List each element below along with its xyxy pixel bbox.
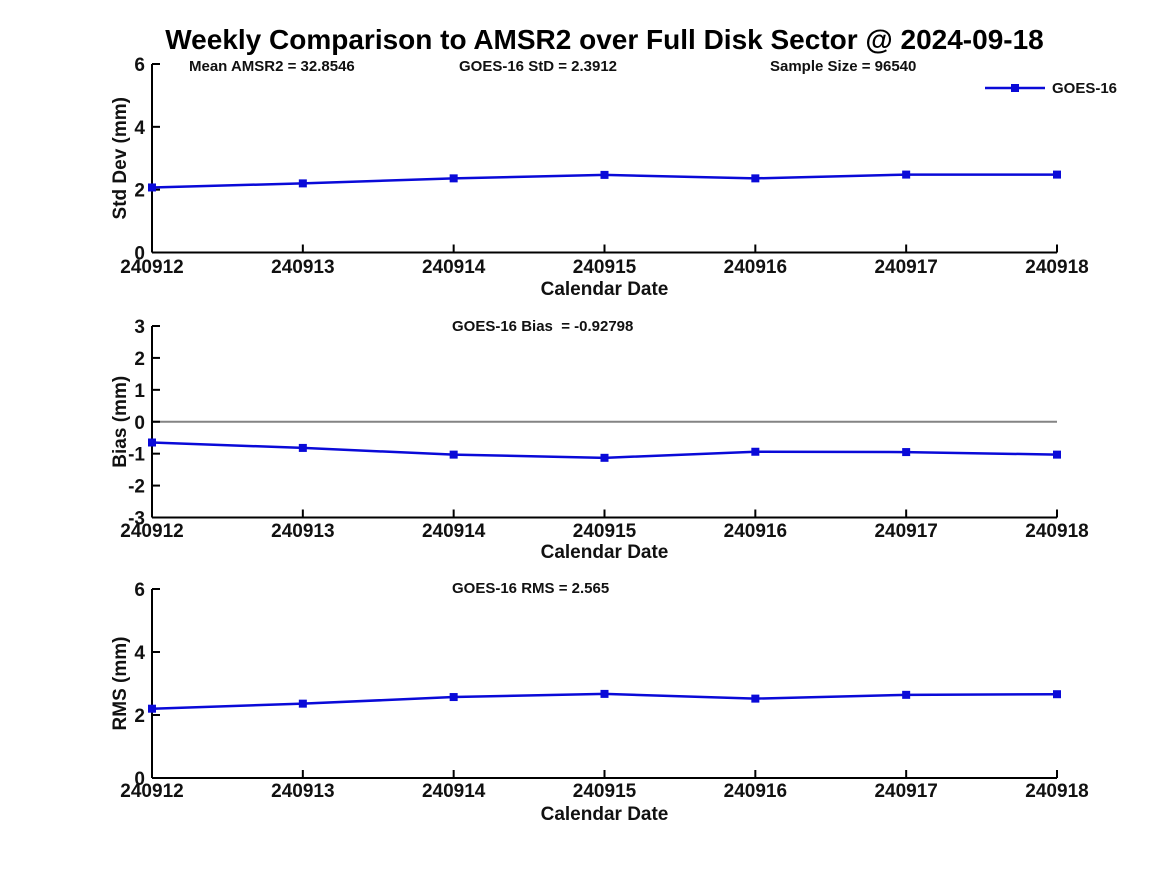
series-marker (902, 448, 911, 457)
annotation-text: GOES-16 StD = 2.3912 (459, 58, 617, 75)
x-axis-label: Calendar Date (541, 542, 669, 563)
subplot-bias: -3 -2 -1 0 1 2 3 240912 240913 240914 240915 240916… (110, 317, 1089, 563)
series-marker (751, 694, 760, 703)
annotation-text: Sample Size = 96540 (770, 58, 916, 75)
annotation-text: GOES-16 Bias = -0.92798 (452, 318, 633, 335)
series-marker (449, 450, 458, 459)
y-tick-label: 2 (134, 349, 145, 370)
x-tick-label: 240913 (271, 257, 334, 278)
x-tick-label: 240917 (874, 521, 937, 542)
subplot-stddev: 0 2 4 6 240912 240913 240914 240915 240916 240917… (110, 55, 1117, 300)
x-axis-label: Calendar Date (541, 804, 669, 825)
series-marker (148, 704, 156, 713)
series-marker (600, 453, 609, 462)
series-marker (902, 690, 911, 699)
series-marker (298, 699, 307, 708)
x-tick-label: 240916 (724, 521, 787, 542)
x-tick-label: 240912 (120, 521, 183, 542)
x-tick-label: 240915 (573, 257, 637, 278)
x-tick-label: 240914 (422, 521, 486, 542)
y-tick-label: 4 (134, 118, 145, 139)
x-tick-label: 240918 (1025, 257, 1088, 278)
y-axis-label: Std Dev (mm) (110, 97, 131, 219)
annotation-text: Mean AMSR2 = 32.8546 (189, 58, 355, 75)
series-marker (1053, 170, 1061, 179)
series-marker (902, 170, 911, 179)
y-tick-label: 3 (134, 317, 145, 338)
y-tick-label: 6 (134, 55, 145, 76)
y-tick-label: 0 (134, 413, 145, 434)
series-marker (148, 183, 156, 192)
x-tick-label: 240913 (271, 521, 334, 542)
x-tick-label: 240916 (724, 781, 787, 802)
legend-label: GOES-16 (1052, 80, 1117, 97)
x-tick-label: 240913 (271, 781, 334, 802)
series-marker (298, 443, 307, 452)
y-tick-label: 1 (134, 381, 145, 402)
x-tick-label: 240918 (1025, 521, 1088, 542)
x-tick-label: 240915 (573, 521, 637, 542)
y-tick-label: -3 (128, 509, 145, 530)
series-marker (751, 447, 760, 456)
x-tick-label: 240914 (422, 781, 486, 802)
series-marker (1053, 450, 1061, 459)
legend-marker (1011, 84, 1019, 92)
y-tick-label: -1 (128, 445, 145, 466)
x-tick-label: 240912 (120, 781, 183, 802)
subplot-rms: 0 2 4 6 240912 240913 240914 240915 240916 240917… (110, 580, 1089, 825)
x-tick-label: 240918 (1025, 781, 1088, 802)
y-axis-label: Bias (mm) (110, 376, 131, 468)
series-marker (148, 438, 156, 447)
series-marker (751, 174, 760, 183)
y-tick-label: 6 (134, 580, 145, 601)
series-marker (298, 179, 307, 188)
x-tick-label: 240912 (120, 257, 183, 278)
series-marker (1053, 690, 1061, 699)
y-tick-label: 4 (134, 643, 145, 664)
x-tick-label: 240916 (724, 257, 787, 278)
series-marker (600, 689, 609, 698)
y-tick-label: -2 (128, 477, 145, 498)
figure-title: Weekly Comparison to AMSR2 over Full Dis… (165, 24, 1044, 55)
y-axis-label: RMS (mm) (110, 637, 131, 731)
x-tick-label: 240914 (422, 257, 486, 278)
y-tick-label: 2 (134, 706, 145, 727)
x-tick-label: 240917 (874, 257, 937, 278)
series-marker (449, 693, 458, 702)
y-tick-label: 0 (134, 769, 145, 790)
x-axis-label: Calendar Date (541, 279, 669, 300)
y-tick-label: 2 (134, 181, 145, 202)
series-marker (600, 170, 609, 179)
y-tick-label: 0 (134, 244, 145, 265)
series-marker (449, 174, 458, 183)
annotation-text: GOES-16 RMS = 2.565 (452, 580, 609, 597)
x-tick-label: 240917 (874, 781, 937, 802)
x-tick-label: 240915 (573, 781, 637, 802)
